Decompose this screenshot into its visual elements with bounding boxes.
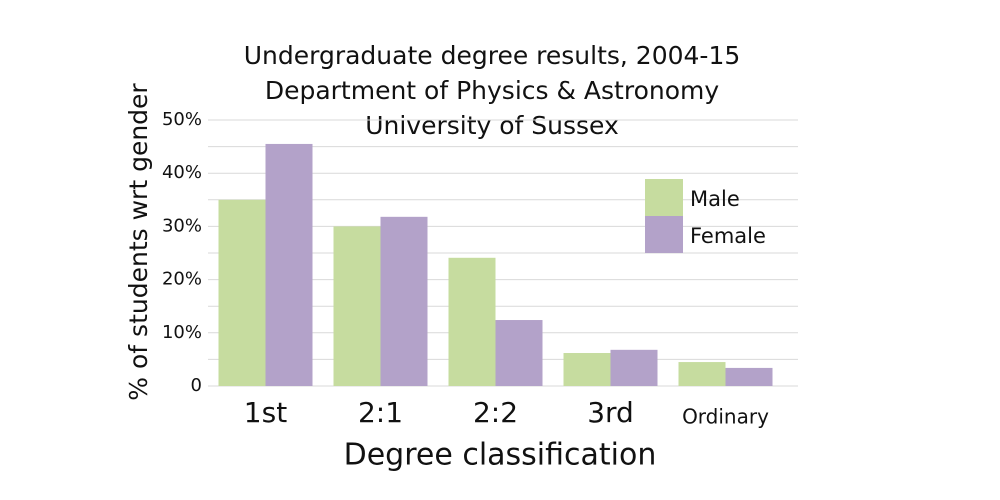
x-tick-label: Ordinary <box>682 405 769 429</box>
bar <box>218 199 266 386</box>
y-tick-label: 20% <box>162 269 202 290</box>
legend-swatch <box>645 179 683 216</box>
chart-title: University of Sussex <box>365 111 619 140</box>
bar <box>333 226 381 386</box>
y-axis-title: % of students wrt gender <box>124 83 153 401</box>
x-tick-label: 2:1 <box>358 396 403 429</box>
y-tick-label: 0 <box>191 375 202 396</box>
legend-swatch <box>645 216 683 253</box>
x-tick-label: 1st <box>244 396 287 429</box>
bar <box>725 367 773 386</box>
bar <box>380 216 428 386</box>
bar <box>265 143 313 386</box>
x-tick-label: 3rd <box>587 396 634 429</box>
chart-title: Department of Physics & Astronomy <box>265 76 720 105</box>
y-tick-label: 50% <box>162 109 202 130</box>
y-tick-label: 30% <box>162 215 202 236</box>
x-axis-title: Degree classification <box>344 438 657 473</box>
bar <box>610 349 658 386</box>
bar <box>678 362 726 386</box>
x-tick-label: 2:2 <box>473 396 518 429</box>
bar <box>495 320 543 386</box>
bar <box>448 257 496 386</box>
legend-label: Male <box>690 187 740 211</box>
y-tick-label: 40% <box>162 162 202 183</box>
legend-label: Female <box>690 224 766 248</box>
chart-title: Undergraduate degree results, 2004-15 <box>244 41 741 70</box>
bar <box>563 353 611 386</box>
y-tick-label: 10% <box>162 322 202 343</box>
